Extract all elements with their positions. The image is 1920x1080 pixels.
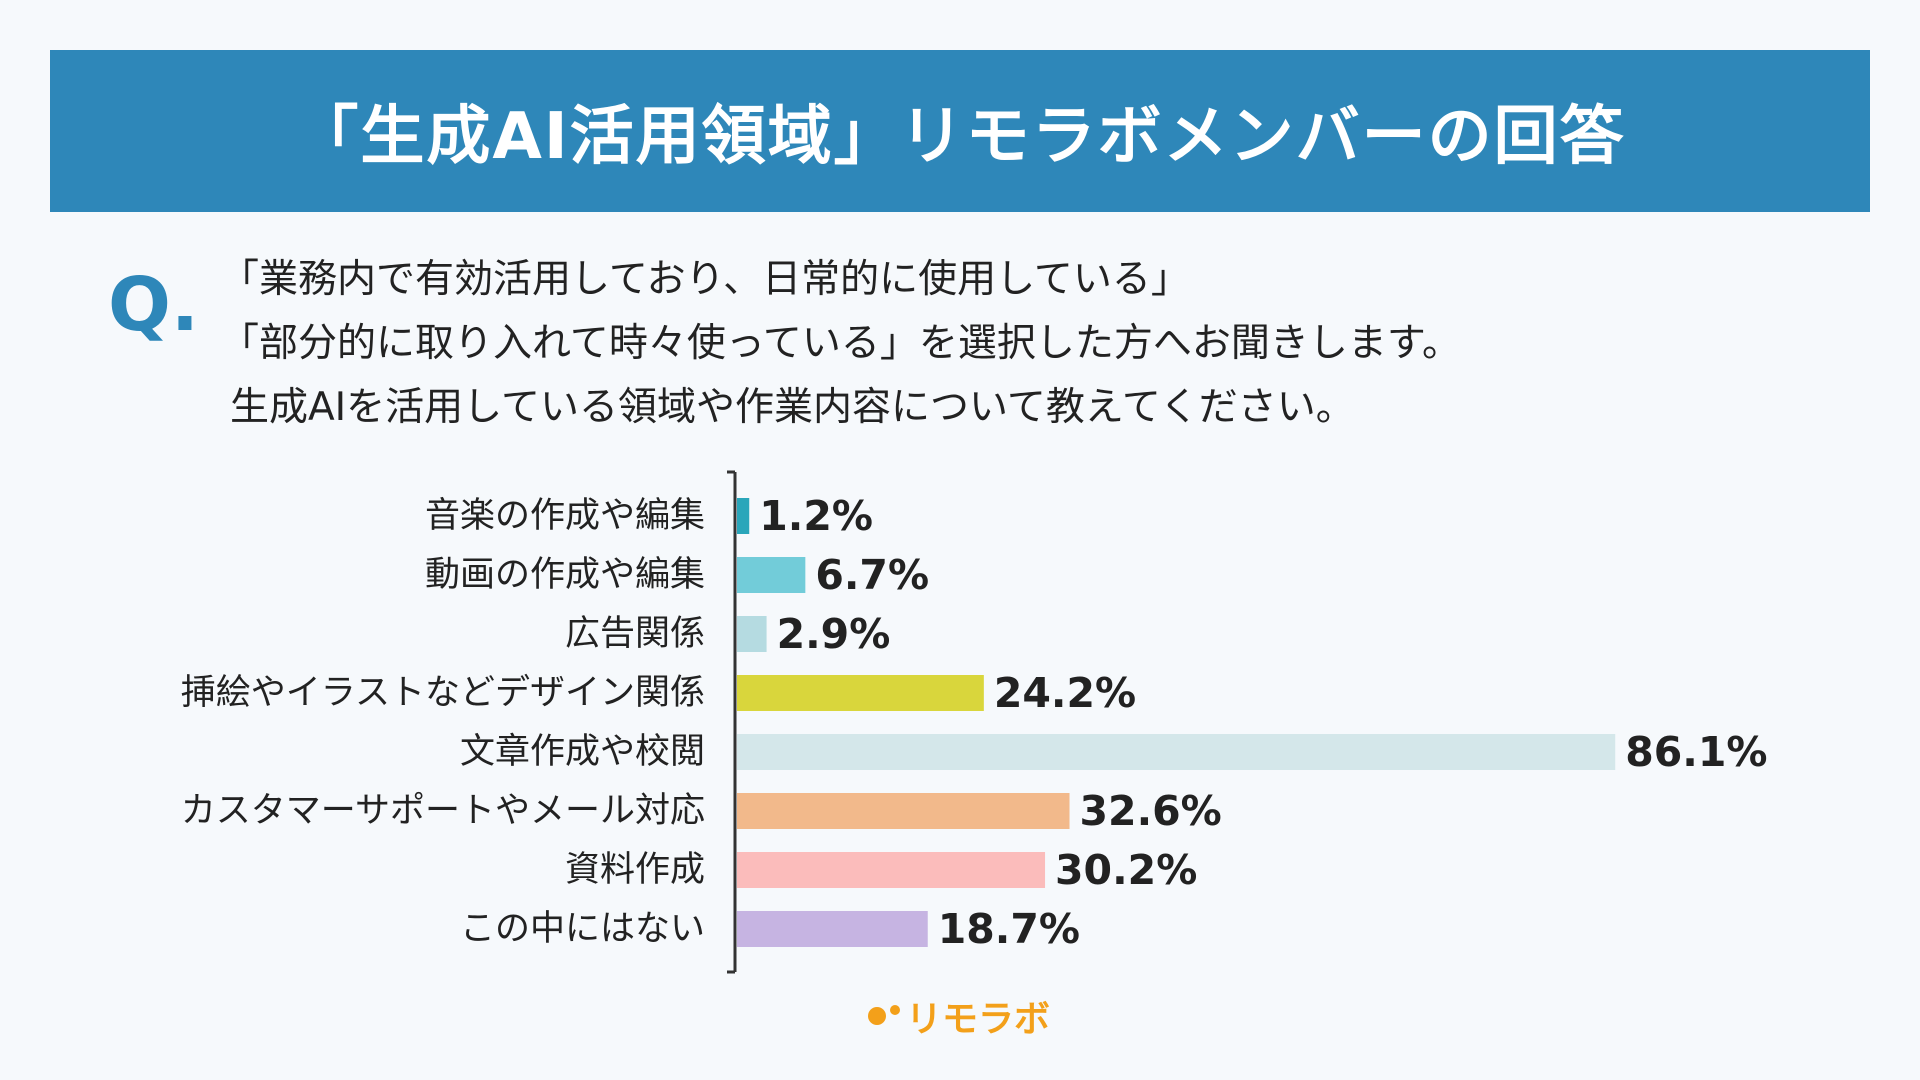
question-mark: Q.: [108, 262, 200, 348]
category-label: 動画の作成や編集: [425, 555, 705, 595]
question-line-3: 生成AIを活用している領域や作業内容について教えてください。: [230, 385, 1355, 430]
bar: [737, 616, 767, 652]
value-label: 1.2%: [759, 492, 873, 540]
question-line-1: 「業務内で有効活用しており、日常的に使用している」: [220, 257, 1190, 302]
value-label: 86.1%: [1625, 728, 1767, 776]
bar: [737, 557, 806, 593]
bar: [737, 852, 1046, 888]
value-label: 6.7%: [815, 551, 929, 599]
category-label: この中にはない: [460, 909, 705, 949]
header-banner: 「生成AI活用領域」リモラボメンバーの回答: [50, 50, 1870, 212]
brand-logo: リモラボ: [868, 990, 1050, 1042]
page-title: 「生成AI活用領域」リモラボメンバーの回答: [294, 100, 1626, 174]
bar: [737, 911, 928, 947]
value-label: 32.6%: [1080, 787, 1222, 835]
category-label: 挿絵やイラストなどデザイン関係: [181, 673, 705, 713]
logo-dot-icon: [868, 1007, 886, 1025]
question-text: 「業務内で有効活用しており、日常的に使用している」 「部分的に取り入れて時々使っ…: [220, 248, 1860, 440]
value-label: 30.2%: [1055, 846, 1197, 894]
bar: [737, 734, 1616, 770]
bar: [737, 675, 984, 711]
logo-text: リモラボ: [906, 999, 1051, 1040]
bar-chart: 音楽の作成や編集 1.2% 動画の作成や編集 6.7% 広告関係 2.9% 挿絵やイラストな…: [181, 470, 1767, 974]
bar: [737, 793, 1070, 829]
value-label: 18.7%: [938, 905, 1080, 953]
category-label: 文章作成や校閲: [460, 732, 705, 772]
bar: [737, 498, 750, 534]
category-label: 広告関係: [565, 614, 705, 654]
value-label: 2.9%: [777, 610, 891, 658]
category-label: 資料作成: [565, 850, 705, 890]
category-label: 音楽の作成や編集: [425, 496, 705, 536]
logo-small-dot-icon: [890, 1005, 900, 1015]
question-line-2: 「部分的に取り入れて時々使っている」を選択した方へお聞きします。: [220, 321, 1461, 366]
value-label: 24.2%: [994, 669, 1136, 717]
category-label: カスタマーサポートやメール対応: [181, 791, 705, 831]
